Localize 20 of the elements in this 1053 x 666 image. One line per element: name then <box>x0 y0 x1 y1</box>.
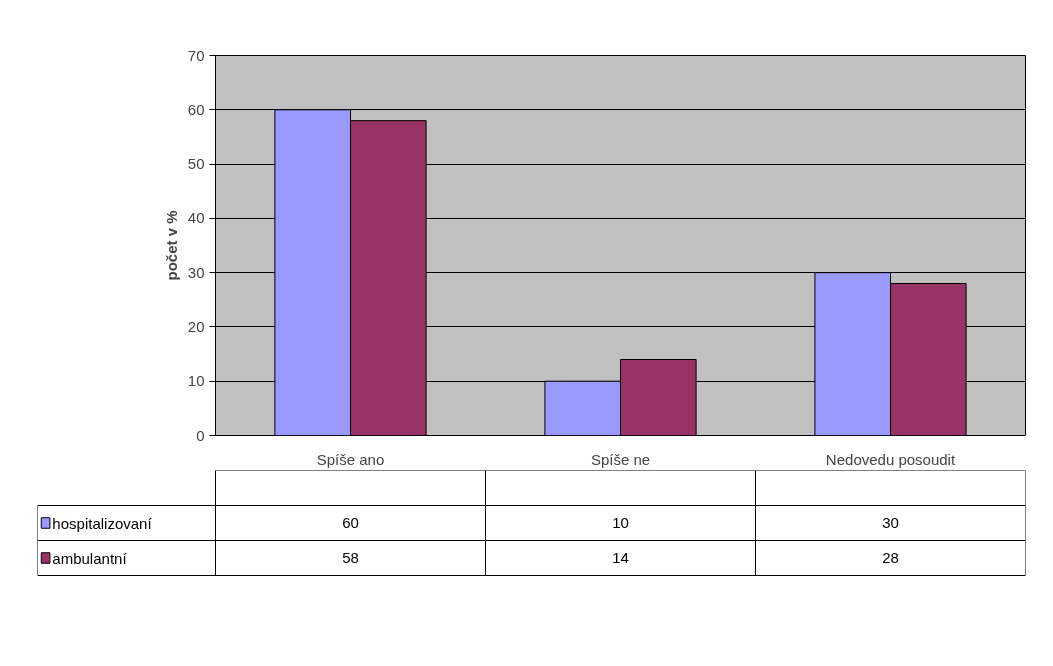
x-tick-label: Spíše ne <box>590 450 651 468</box>
y-tick-label: 40 <box>187 209 205 227</box>
y-tick-label: 20 <box>187 317 205 335</box>
y-tick-label: 0 <box>196 426 205 444</box>
data-label: 28 <box>882 549 899 566</box>
y-tick-label: 10 <box>187 372 205 390</box>
data-label: 10 <box>612 514 629 531</box>
y-axis-title: počet v % <box>162 210 180 281</box>
data-label: 60 <box>342 514 359 531</box>
data-label: 30 <box>882 514 899 531</box>
y-tick-label: 70 <box>187 46 205 64</box>
x-tick-label: Nedovedu posoudit <box>825 450 956 468</box>
data-label: 14 <box>612 549 629 566</box>
legend-label: hospitalizovaní <box>52 514 153 532</box>
y-tick-label: 30 <box>187 263 205 281</box>
data-label: 58 <box>342 549 359 566</box>
legend-label: ambulantní <box>52 549 128 567</box>
x-tick-label: Spíše ano <box>316 450 385 468</box>
y-tick-label: 50 <box>187 155 205 173</box>
y-tick-label: 60 <box>187 100 205 118</box>
